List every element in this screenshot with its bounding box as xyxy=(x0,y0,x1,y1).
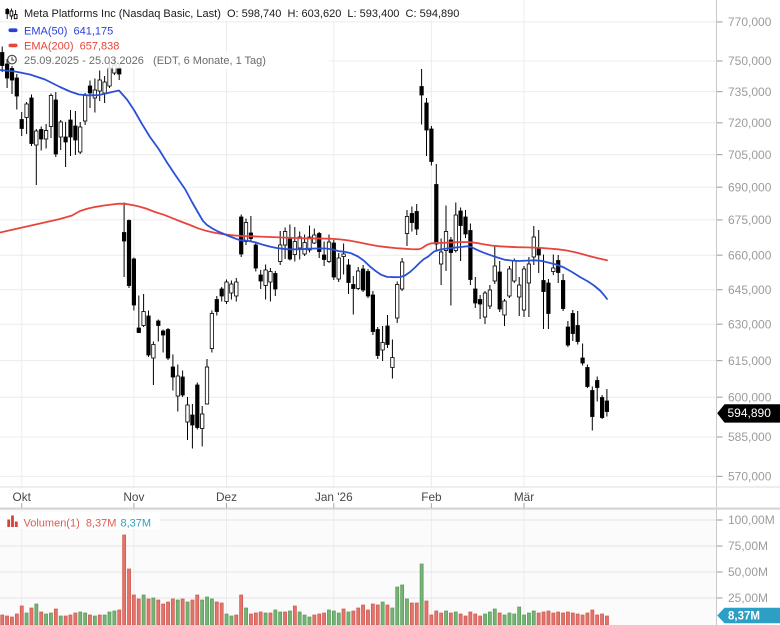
svg-text:770,000: 770,000 xyxy=(728,15,772,29)
svg-text:25,00M: 25,00M xyxy=(728,591,768,605)
svg-text:660,000: 660,000 xyxy=(728,248,772,262)
svg-text:675,000: 675,000 xyxy=(728,213,772,227)
svg-text:645,000: 645,000 xyxy=(728,283,772,297)
svg-text:100,00M: 100,00M xyxy=(728,513,775,527)
svg-text:594,890: 594,890 xyxy=(728,406,772,420)
svg-text:630,000: 630,000 xyxy=(728,317,772,331)
svg-text:690,000: 690,000 xyxy=(728,180,772,194)
svg-text:EMA(200) 657,838: EMA(200) 657,838 xyxy=(24,40,119,52)
svg-text:Nov: Nov xyxy=(123,490,144,504)
svg-text:705,000: 705,000 xyxy=(728,148,772,162)
svg-text:Mär: Mär xyxy=(514,490,534,504)
svg-text:720,000: 720,000 xyxy=(728,116,772,130)
svg-text:Meta Platforms Inc (Nasdaq Bas: Meta Platforms Inc (Nasdaq Basic, Last) … xyxy=(24,8,459,20)
svg-text:Dez: Dez xyxy=(216,490,237,504)
svg-text:600,000: 600,000 xyxy=(728,390,772,404)
svg-text:570,000: 570,000 xyxy=(728,470,772,484)
svg-text:585,000: 585,000 xyxy=(728,430,772,444)
svg-text:75,00M: 75,00M xyxy=(728,539,768,553)
svg-text:8,37M: 8,37M xyxy=(121,518,152,530)
svg-text:Volumen(1) 8,37M: Volumen(1) 8,37M xyxy=(24,518,117,530)
svg-text:615,000: 615,000 xyxy=(728,354,772,368)
svg-text:50,00M: 50,00M xyxy=(728,565,768,579)
svg-text:8,37M: 8,37M xyxy=(728,611,760,623)
svg-text:Jan '26: Jan '26 xyxy=(315,490,353,504)
svg-text:Feb: Feb xyxy=(421,490,442,504)
svg-text:Okt: Okt xyxy=(13,490,32,504)
svg-text:750,000: 750,000 xyxy=(728,54,772,68)
svg-text:735,000: 735,000 xyxy=(728,85,772,99)
svg-text:25.09.2025 - 25.03.2026 (EDT: 25.09.2025 - 25.03.2026 (EDT, 6 Monate, … xyxy=(24,55,266,67)
svg-text:EMA(50) 641,175: EMA(50) 641,175 xyxy=(24,25,113,37)
